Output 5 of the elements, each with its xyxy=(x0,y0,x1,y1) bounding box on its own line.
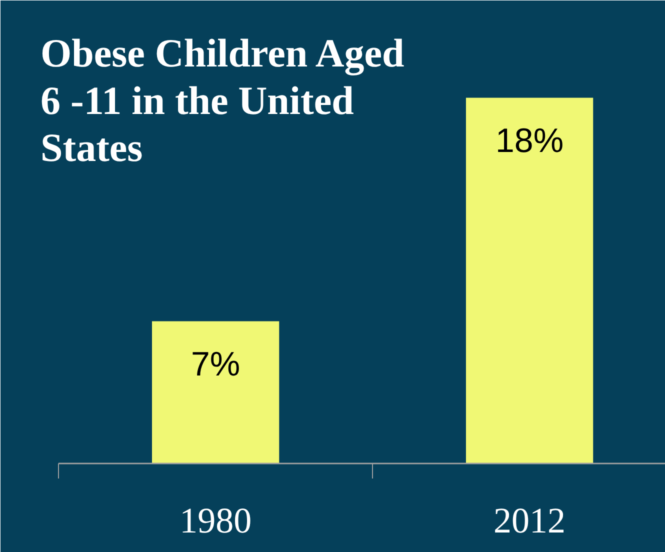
data-label: 18% xyxy=(496,122,564,160)
chart-title: Obese Children Aged 6 -11 in the United States xyxy=(40,30,404,170)
x-tick-label: 1980 xyxy=(180,500,252,540)
x-tick-label: 2012 xyxy=(494,500,566,540)
data-label: 7% xyxy=(191,345,240,384)
